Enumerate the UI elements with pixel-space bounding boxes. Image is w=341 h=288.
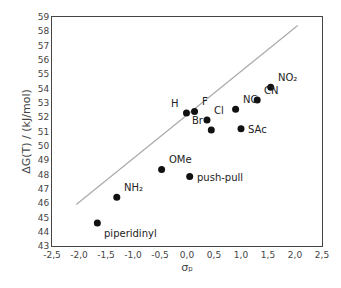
svg-text:48: 48: [38, 170, 50, 180]
svg-text:0,0: 0,0: [180, 250, 195, 260]
svg-text:1,0: 1,0: [234, 250, 249, 260]
svg-text:55: 55: [38, 69, 49, 79]
svg-text:-2,0: -2,0: [70, 250, 88, 260]
svg-text:NC: NC: [243, 94, 257, 105]
svg-text:53: 53: [38, 98, 49, 108]
svg-text:Br: Br: [192, 115, 204, 126]
svg-text:56: 56: [38, 55, 50, 65]
svg-text:ΔG(T) / (kJ/mol): ΔG(T) / (kJ/mol): [20, 89, 33, 173]
svg-text:NH₂: NH₂: [124, 182, 143, 193]
svg-text:-2,5: -2,5: [43, 250, 61, 260]
svg-text:H: H: [171, 98, 179, 109]
svg-text:1,5: 1,5: [261, 250, 275, 260]
svg-text:54: 54: [38, 84, 50, 94]
svg-text:51: 51: [38, 127, 49, 137]
svg-text:-1,5: -1,5: [97, 250, 115, 260]
svg-text:58: 58: [38, 26, 50, 36]
svg-text:SAc: SAc: [248, 124, 267, 135]
svg-text:-1,0: -1,0: [124, 250, 142, 260]
svg-text:CN: CN: [264, 85, 278, 96]
svg-text:Cl: Cl: [214, 105, 224, 116]
svg-text:2,5: 2,5: [315, 250, 329, 260]
svg-text:F: F: [202, 96, 208, 107]
svg-text:43: 43: [38, 241, 49, 251]
svg-text:2,0: 2,0: [288, 250, 303, 260]
svg-text:OMe: OMe: [169, 154, 192, 165]
svg-text:NO₂: NO₂: [278, 72, 297, 83]
svg-text:44: 44: [38, 227, 50, 237]
svg-text:-0,5: -0,5: [151, 250, 169, 260]
svg-text:46: 46: [38, 198, 50, 208]
svg-text:50: 50: [38, 141, 50, 151]
svg-text:59: 59: [38, 12, 50, 22]
svg-text:47: 47: [38, 184, 49, 194]
svg-text:49: 49: [38, 155, 50, 165]
svg-text:52: 52: [38, 112, 49, 122]
svg-text:45: 45: [38, 213, 49, 223]
svg-text:0,5: 0,5: [207, 250, 221, 260]
svg-text:piperidinyl: piperidinyl: [104, 228, 157, 239]
svg-text:57: 57: [38, 41, 49, 51]
svg-text:push-pull: push-pull: [197, 172, 243, 183]
svg-text:σₚ: σₚ: [181, 261, 193, 274]
